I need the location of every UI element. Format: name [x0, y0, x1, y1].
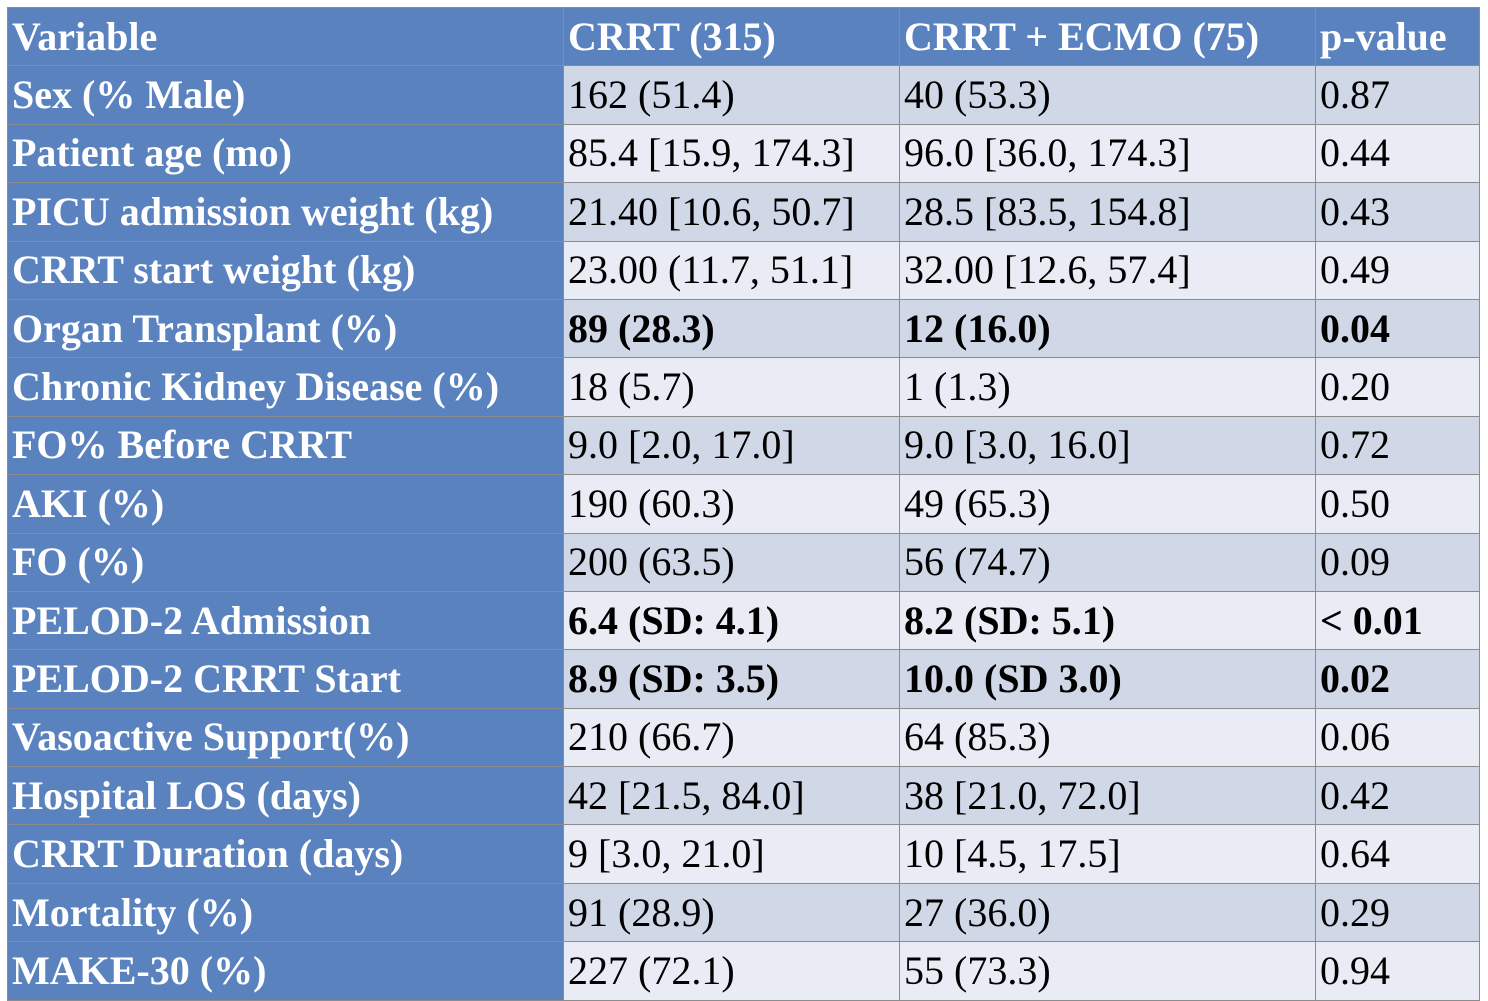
p-value-cell: 0.20	[1315, 357, 1480, 417]
crrt-cell: 89 (28.3)	[563, 298, 900, 359]
crrt-cell: 162 (51.4)	[563, 65, 900, 125]
p-value-cell: 0.94	[1315, 941, 1480, 1001]
p-value-cell: 0.29	[1315, 882, 1480, 943]
header-crrt-ecmo: CRRT + ECMO (75)	[899, 6, 1316, 67]
table-row: Patient age (mo) 85.4 [15.9, 174.3] 96.0…	[7, 123, 1480, 184]
variable-cell: FO% Before CRRT	[7, 415, 564, 476]
table-row: Chronic Kidney Disease (%) 18 (5.7) 1 (1…	[7, 357, 1480, 417]
crrt-cell: 190 (60.3)	[563, 474, 900, 534]
p-value-cell: 0.64	[1315, 824, 1480, 884]
p-value-cell: 0.87	[1315, 65, 1480, 125]
comparison-table-container: Variable CRRT (315) CRRT + ECMO (75) p-v…	[7, 6, 1480, 1001]
p-value-cell: 0.44	[1315, 123, 1480, 184]
crrt-cell: 91 (28.9)	[563, 882, 900, 943]
crrt-ecmo-cell: 96.0 [36.0, 174.3]	[899, 123, 1316, 184]
table-row: FO% Before CRRT 9.0 [2.0, 17.0] 9.0 [3.0…	[7, 415, 1480, 476]
variable-cell: Hospital LOS (days)	[7, 766, 564, 826]
crrt-ecmo-cell: 10 [4.5, 17.5]	[899, 824, 1316, 884]
variable-cell: PELOD-2 Admission	[7, 590, 564, 651]
crrt-cell: 9 [3.0, 21.0]	[563, 824, 900, 884]
crrt-ecmo-cell: 56 (74.7)	[899, 532, 1316, 592]
crrt-ecmo-cell: 55 (73.3)	[899, 941, 1316, 1001]
crrt-ecmo-cell: 10.0 (SD 3.0)	[899, 649, 1316, 709]
crrt-ecmo-cell: 8.2 (SD: 5.1)	[899, 590, 1316, 651]
table-header: Variable CRRT (315) CRRT + ECMO (75) p-v…	[7, 6, 1480, 67]
crrt-ecmo-cell: 64 (85.3)	[899, 707, 1316, 768]
crrt-cell: 21.40 [10.6, 50.7]	[563, 182, 900, 242]
header-variable: Variable	[7, 6, 564, 67]
table-row: MAKE-30 (%) 227 (72.1) 55 (73.3) 0.94	[7, 941, 1480, 1001]
crrt-ecmo-cell: 27 (36.0)	[899, 882, 1316, 943]
variable-cell: Organ Transplant (%)	[7, 298, 564, 359]
table-row: PELOD-2 Admission 6.4 (SD: 4.1) 8.2 (SD:…	[7, 590, 1480, 651]
table-row: CRRT start weight (kg) 23.00 (11.7, 51.1…	[7, 240, 1480, 300]
crrt-ecmo-cell: 38 [21.0, 72.0]	[899, 766, 1316, 826]
crrt-cell: 85.4 [15.9, 174.3]	[563, 123, 900, 184]
variable-cell: CRRT start weight (kg)	[7, 240, 564, 300]
p-value-cell: 0.50	[1315, 474, 1480, 534]
crrt-ecmo-cell: 49 (65.3)	[899, 474, 1316, 534]
p-value-cell: 0.43	[1315, 182, 1480, 242]
p-value-cell: 0.06	[1315, 707, 1480, 768]
p-value-cell: 0.49	[1315, 240, 1480, 300]
variable-cell: PELOD-2 CRRT Start	[7, 649, 564, 709]
crrt-cell: 210 (66.7)	[563, 707, 900, 768]
variable-cell: Mortality (%)	[7, 882, 564, 943]
crrt-cell: 6.4 (SD: 4.1)	[563, 590, 900, 651]
variable-cell: Vasoactive Support(%)	[7, 707, 564, 768]
table-row: AKI (%) 190 (60.3) 49 (65.3) 0.50	[7, 474, 1480, 534]
table-row: Hospital LOS (days) 42 [21.5, 84.0] 38 […	[7, 766, 1480, 826]
p-value-cell: 0.04	[1315, 298, 1480, 359]
header-p-value: p-value	[1315, 6, 1480, 67]
crrt-ecmo-cell: 28.5 [83.5, 154.8]	[899, 182, 1316, 242]
crrt-cell: 8.9 (SD: 3.5)	[563, 649, 900, 709]
table-row: PELOD-2 CRRT Start 8.9 (SD: 3.5) 10.0 (S…	[7, 649, 1480, 709]
variable-cell: Patient age (mo)	[7, 123, 564, 184]
table-row: FO (%) 200 (63.5) 56 (74.7) 0.09	[7, 532, 1480, 592]
p-value-cell: 0.72	[1315, 415, 1480, 476]
p-value-cell: 0.09	[1315, 532, 1480, 592]
crrt-ecmo-cell: 32.00 [12.6, 57.4]	[899, 240, 1316, 300]
table-row: Organ Transplant (%) 89 (28.3) 12 (16.0)…	[7, 298, 1480, 359]
crrt-cell: 9.0 [2.0, 17.0]	[563, 415, 900, 476]
crrt-ecmo-cell: 1 (1.3)	[899, 357, 1316, 417]
table-row: PICU admission weight (kg) 21.40 [10.6, …	[7, 182, 1480, 242]
crrt-ecmo-cell: 9.0 [3.0, 16.0]	[899, 415, 1316, 476]
table-row: CRRT Duration (days) 9 [3.0, 21.0] 10 [4…	[7, 824, 1480, 884]
table-row: Sex (% Male) 162 (51.4) 40 (53.3) 0.87	[7, 65, 1480, 125]
table-row: Vasoactive Support(%) 210 (66.7) 64 (85.…	[7, 707, 1480, 768]
crrt-cell: 200 (63.5)	[563, 532, 900, 592]
variable-cell: MAKE-30 (%)	[7, 941, 564, 1001]
crrt-ecmo-cell: 40 (53.3)	[899, 65, 1316, 125]
variable-cell: Sex (% Male)	[7, 65, 564, 125]
variable-cell: CRRT Duration (days)	[7, 824, 564, 884]
comparison-table: Variable CRRT (315) CRRT + ECMO (75) p-v…	[7, 6, 1480, 1001]
table-row: Mortality (%) 91 (28.9) 27 (36.0) 0.29	[7, 882, 1480, 943]
p-value-cell: 0.02	[1315, 649, 1480, 709]
variable-cell: Chronic Kidney Disease (%)	[7, 357, 564, 417]
crrt-cell: 227 (72.1)	[563, 941, 900, 1001]
table-body: Sex (% Male) 162 (51.4) 40 (53.3) 0.87 P…	[7, 65, 1480, 1001]
variable-cell: PICU admission weight (kg)	[7, 182, 564, 242]
header-crrt: CRRT (315)	[563, 6, 900, 67]
variable-cell: FO (%)	[7, 532, 564, 592]
header-row: Variable CRRT (315) CRRT + ECMO (75) p-v…	[7, 6, 1480, 67]
variable-cell: AKI (%)	[7, 474, 564, 534]
crrt-cell: 42 [21.5, 84.0]	[563, 766, 900, 826]
p-value-cell: 0.42	[1315, 766, 1480, 826]
crrt-cell: 23.00 (11.7, 51.1]	[563, 240, 900, 300]
crrt-cell: 18 (5.7)	[563, 357, 900, 417]
crrt-ecmo-cell: 12 (16.0)	[899, 298, 1316, 359]
p-value-cell: < 0.01	[1315, 590, 1480, 651]
